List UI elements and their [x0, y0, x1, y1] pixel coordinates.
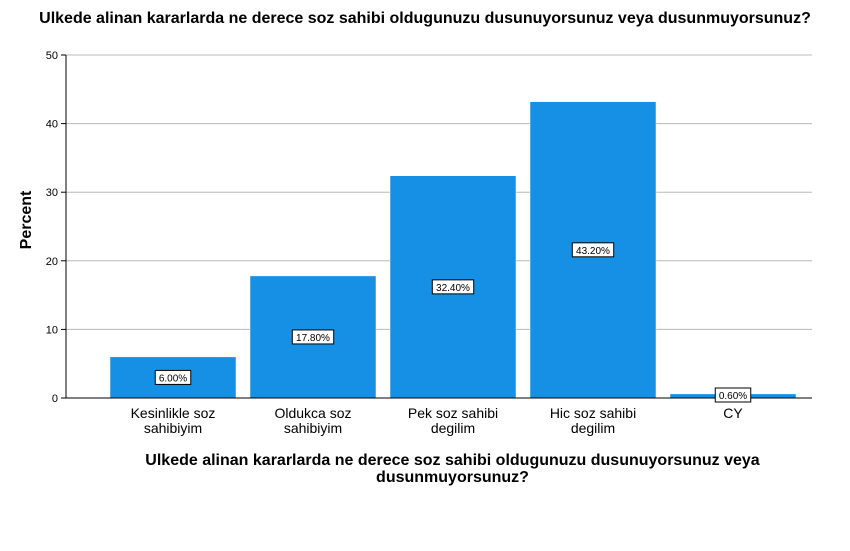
x-tick-label-line: Hic soz sahibi: [550, 405, 636, 421]
axes: [61, 54, 812, 399]
x-tick-label-line: sahibiyim: [144, 420, 202, 436]
x-tick-label: Oldukca soz sahibiyim: [274, 405, 351, 436]
x-tick-label-line: Pek soz sahibi: [408, 405, 498, 421]
chart-title: Ulkede alinan kararlarda ne derece soz s…: [39, 10, 811, 27]
y-tick-label: 0: [52, 393, 58, 405]
data-label: 43.20%: [576, 246, 610, 257]
y-tick-label: 30: [46, 187, 58, 199]
x-tick-label-line: degilim: [571, 420, 615, 436]
y-tick-label: 40: [46, 119, 58, 131]
x-tick-label-line: degilim: [431, 420, 475, 436]
data-label: 6.00%: [159, 373, 187, 384]
data-label-box: [291, 329, 335, 345]
x-tick-label-line: CY: [723, 405, 743, 421]
data-labels: 6.00% 17.80% 32.40% 43.20% 0.60%: [154, 242, 752, 403]
data-label: 17.80%: [296, 333, 330, 344]
data-label-box: [431, 279, 475, 295]
y-tick-label: 20: [46, 256, 58, 268]
x-tick-label: Kesinlikle soz sahibiyim: [131, 405, 216, 436]
bars: [109, 101, 797, 399]
x-tick-label-line: sahibiyim: [284, 420, 342, 436]
y-tick-label: 10: [46, 324, 58, 336]
x-tick-label: Pek soz sahibi degilim: [408, 405, 498, 436]
data-label-box: [714, 387, 752, 403]
x-tick-label: Hic soz sahibi degilim: [550, 405, 636, 436]
x-tick-label-line: Oldukca soz: [274, 405, 351, 421]
y-axis-label: Percent: [18, 190, 35, 249]
data-label-box: [571, 242, 615, 258]
data-label: 0.60%: [719, 391, 747, 402]
x-tick-label-line: Kesinlikle soz: [131, 405, 216, 421]
data-label-box: [154, 369, 192, 385]
data-label: 32.40%: [436, 283, 470, 294]
x-tick-label: CY: [723, 405, 743, 421]
y-tick-label: 50: [46, 50, 58, 62]
x-axis-label: Ulkede alinan kararlarda ne derece soz s…: [145, 452, 760, 486]
